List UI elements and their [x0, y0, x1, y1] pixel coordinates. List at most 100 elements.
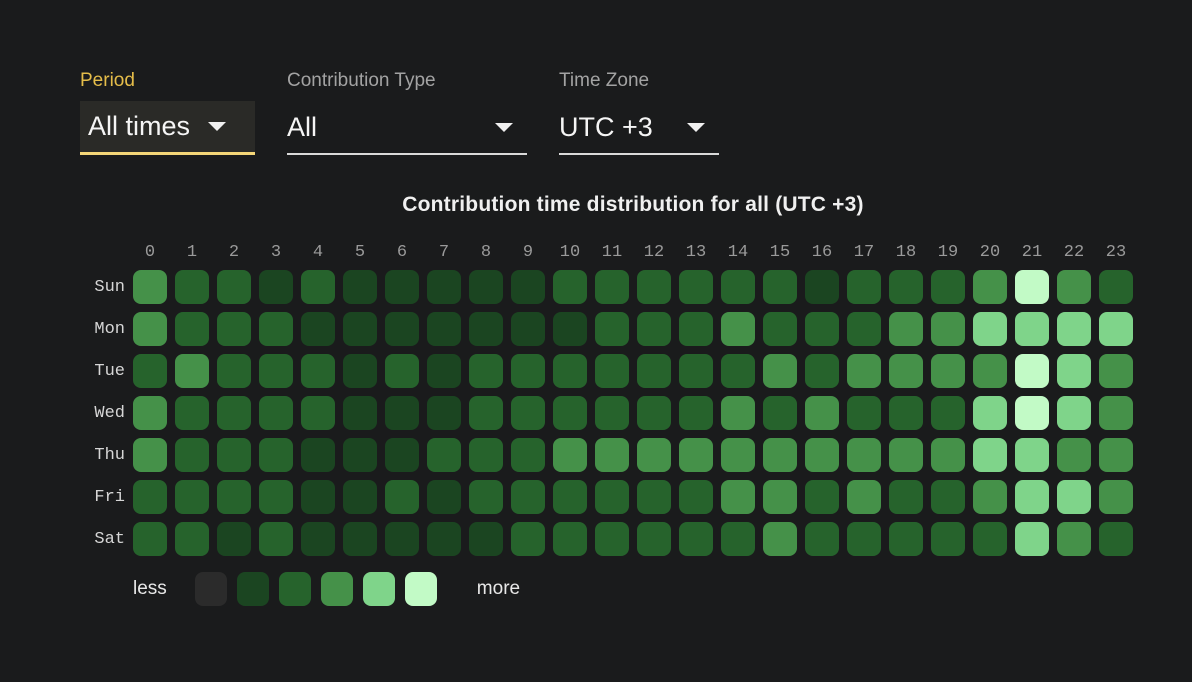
heatmap-cell	[133, 354, 167, 388]
hour-label: 8	[480, 243, 492, 262]
heatmap-cell	[511, 396, 545, 430]
legend-more-label: more	[476, 578, 521, 599]
heatmap-cell	[679, 396, 713, 430]
heatmap-cell	[721, 312, 755, 346]
heatmap-cell	[301, 396, 335, 430]
heatmap-cell	[847, 480, 881, 514]
heatmap-cell	[805, 480, 839, 514]
hour-label: 20	[979, 243, 1001, 262]
heatmap-cell	[259, 354, 293, 388]
heatmap-cell	[637, 480, 671, 514]
heatmap-cell	[763, 354, 797, 388]
heatmap-cell	[595, 438, 629, 472]
period-select[interactable]: All times	[80, 101, 255, 155]
heatmap-cell	[301, 312, 335, 346]
contribution-type-label: Contribution Type	[287, 70, 436, 91]
hour-label: 10	[559, 243, 581, 262]
hour-label: 21	[1021, 243, 1043, 262]
heatmap-cell	[511, 270, 545, 304]
heatmap-cell	[1015, 480, 1049, 514]
heatmap-cell	[973, 354, 1007, 388]
day-label: Sun	[94, 277, 125, 297]
heatmap-cell	[889, 522, 923, 556]
heatmap-cell	[133, 270, 167, 304]
contribution-type-select[interactable]: All	[287, 101, 527, 155]
legend-swatch-4	[362, 572, 395, 606]
day-label: Wed	[94, 403, 125, 423]
heatmap-cell	[1099, 312, 1133, 346]
hour-label: 17	[853, 243, 875, 262]
filter-time-zone: Time Zone UTC +3	[559, 70, 719, 155]
heatmap-cell	[637, 312, 671, 346]
day-label: Tue	[94, 361, 125, 381]
heatmap-cell	[931, 522, 965, 556]
heatmap-cell	[595, 522, 629, 556]
hour-label: 1	[186, 243, 198, 262]
heatmap-cell	[931, 312, 965, 346]
heatmap-cell	[889, 354, 923, 388]
heatmap-legend: less more	[133, 572, 1141, 606]
heatmap-cell	[1099, 270, 1133, 304]
heatmap-cell	[763, 438, 797, 472]
heatmap-cell	[385, 480, 419, 514]
hour-label: 13	[685, 243, 707, 262]
heatmap-cell	[175, 270, 209, 304]
heatmap-cell	[679, 438, 713, 472]
heatmap-cell	[805, 396, 839, 430]
hour-label: 2	[228, 243, 240, 262]
heatmap-cell	[469, 522, 503, 556]
heatmap-cell	[763, 522, 797, 556]
filter-bar: Period All times Contribution Type All T…	[80, 70, 719, 155]
heatmap-cell	[637, 354, 671, 388]
heatmap-cell	[637, 396, 671, 430]
heatmap-cell	[175, 396, 209, 430]
heatmap-cell	[637, 270, 671, 304]
hour-label: 5	[354, 243, 366, 262]
heatmap-cell	[217, 522, 251, 556]
heatmap-cell	[217, 312, 251, 346]
heatmap-cell	[175, 438, 209, 472]
time-zone-label: Time Zone	[559, 70, 650, 91]
heatmap-cell	[343, 438, 377, 472]
heatmap-cell	[847, 270, 881, 304]
heatmap-cell	[259, 480, 293, 514]
heatmap-cell	[301, 270, 335, 304]
legend-swatch-0	[194, 572, 227, 606]
heatmap-cell	[637, 522, 671, 556]
heatmap-cell	[133, 522, 167, 556]
heatmap-cell	[1015, 312, 1049, 346]
heatmap-cell	[847, 438, 881, 472]
hour-label: 23	[1105, 243, 1127, 262]
heatmap-cell	[217, 270, 251, 304]
heatmap-cell	[805, 312, 839, 346]
heatmap-cell	[973, 312, 1007, 346]
heatmap-cell	[847, 522, 881, 556]
time-zone-select[interactable]: UTC +3	[559, 101, 719, 155]
heatmap-cell	[889, 270, 923, 304]
heatmap-cell	[931, 438, 965, 472]
heatmap-cell	[763, 396, 797, 430]
hour-label: 22	[1063, 243, 1085, 262]
heatmap-cell	[595, 354, 629, 388]
time-zone-select-value: UTC +3	[559, 111, 653, 142]
chevron-down-icon	[495, 122, 513, 132]
heatmap-row-sat: Sat	[33, 522, 1141, 556]
chevron-down-icon	[208, 122, 227, 131]
heatmap-cell	[385, 396, 419, 430]
heatmap-cell	[133, 312, 167, 346]
legend-swatch-1	[236, 572, 269, 606]
heatmap-cell	[301, 522, 335, 556]
heatmap-cell	[847, 396, 881, 430]
heatmap-cell	[1015, 438, 1049, 472]
heatmap-cell	[343, 396, 377, 430]
heatmap-cell	[259, 438, 293, 472]
heatmap-grid: Sun Mon Tue Wed Thu Fri Sat	[33, 270, 1141, 556]
heatmap-cell	[511, 312, 545, 346]
heatmap-cell	[511, 480, 545, 514]
heatmap-cell	[469, 312, 503, 346]
heatmap-cell	[595, 270, 629, 304]
hour-label: 11	[601, 243, 623, 262]
heatmap-cell	[385, 522, 419, 556]
heatmap-cell	[1015, 354, 1049, 388]
heatmap-cell	[259, 522, 293, 556]
